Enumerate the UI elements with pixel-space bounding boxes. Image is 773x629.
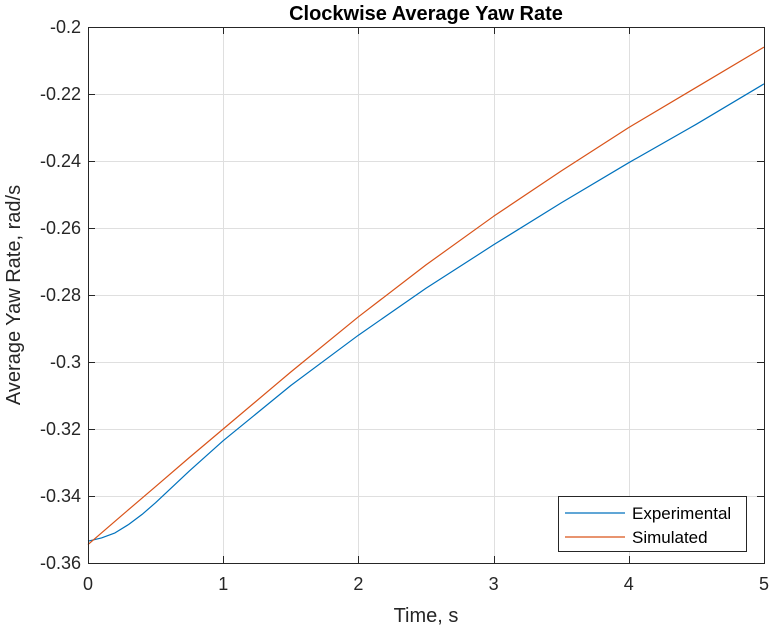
- x-axis-label: Time, s: [394, 605, 459, 627]
- y-tick-label: -0.26: [40, 218, 81, 238]
- y-tick-label: -0.28: [40, 285, 81, 305]
- x-tick-label: 1: [218, 574, 228, 594]
- legend-label-simulated: Simulated: [632, 528, 708, 547]
- chart-title: Clockwise Average Yaw Rate: [289, 3, 563, 25]
- y-tick-label: -0.32: [40, 419, 81, 439]
- series-layer: [87, 46, 765, 546]
- x-tick-label: 5: [759, 574, 769, 594]
- series-line-simulated: [87, 46, 765, 546]
- y-tick-label: -0.24: [40, 151, 81, 171]
- legend-box: [558, 496, 747, 552]
- ticks: 0 1 2 3 4 5 -0.36 -0.34 -0.32 -0.3 -0.28 -0.26 -0.24…: [40, 17, 769, 594]
- x-tick-label: 4: [624, 574, 634, 594]
- series-line-experimental: [87, 83, 765, 542]
- y-tick-label: -0.22: [40, 84, 81, 104]
- y-tick-label: -0.3: [50, 352, 81, 372]
- y-axis-label: Average Yaw Rate, rad/s: [3, 185, 25, 405]
- y-tick-label: -0.2: [50, 17, 81, 37]
- grid: [88, 27, 764, 563]
- y-tick-label: -0.34: [40, 486, 81, 506]
- legend-label-experimental: Experimental: [632, 504, 731, 523]
- x-tick-label: 0: [83, 574, 93, 594]
- x-tick-label: 3: [489, 574, 499, 594]
- y-tick-label: -0.36: [40, 553, 81, 573]
- legend: Experimental Simulated: [558, 496, 747, 552]
- x-tick-label: 2: [353, 574, 363, 594]
